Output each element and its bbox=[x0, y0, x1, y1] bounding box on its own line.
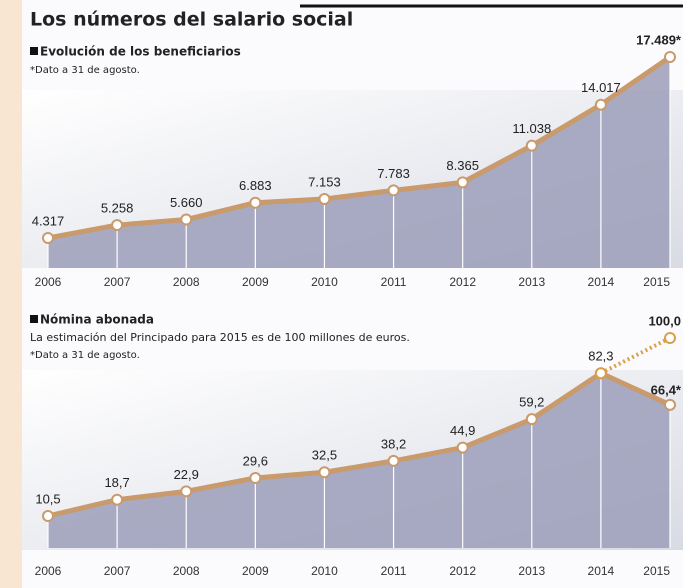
x-tick-label: 2008 bbox=[173, 564, 200, 578]
value-label: 6.883 bbox=[239, 178, 272, 193]
chart-title: Nómina abonada bbox=[40, 313, 154, 327]
value-label: 38,2 bbox=[381, 436, 406, 451]
page-title: Los números del salario social bbox=[30, 9, 353, 31]
point bbox=[111, 219, 124, 232]
point bbox=[594, 98, 607, 111]
point bbox=[525, 139, 538, 152]
note: *Dato a 31 de agosto. bbox=[30, 350, 140, 361]
x-tick-label: 2006 bbox=[35, 275, 62, 289]
value-label: 100,0 bbox=[648, 313, 681, 328]
value-label: 82,3 bbox=[588, 349, 613, 364]
x-tick-label: 2012 bbox=[449, 275, 476, 289]
x-tick-label: 2010 bbox=[311, 275, 338, 289]
value-label: 66,4* bbox=[651, 382, 682, 397]
value-label: 32,5 bbox=[312, 448, 337, 463]
value-label: 8.365 bbox=[446, 158, 479, 173]
value-label: 5.258 bbox=[101, 201, 134, 216]
x-tick-label: 2015 bbox=[643, 564, 670, 578]
point bbox=[180, 213, 193, 226]
margin-strip bbox=[0, 0, 22, 588]
x-tick-label: 2011 bbox=[381, 275, 407, 289]
note: *Dato a 31 de agosto. bbox=[30, 65, 140, 76]
point bbox=[387, 184, 400, 197]
subtitle: La estimación del Principado para 2015 e… bbox=[30, 331, 410, 344]
bullet bbox=[30, 315, 38, 323]
point bbox=[42, 510, 54, 522]
chart-title: Evolución de los beneficiarios bbox=[40, 45, 241, 59]
x-tick-label: 2006 bbox=[35, 564, 62, 578]
x-tick-label: 2011 bbox=[381, 564, 407, 578]
x-tick-label: 2009 bbox=[242, 275, 269, 289]
point bbox=[456, 176, 469, 189]
point bbox=[456, 441, 469, 454]
x-tick-label: 2010 bbox=[311, 564, 338, 578]
x-tick-label: 2009 bbox=[242, 564, 269, 578]
x-tick-label: 2007 bbox=[104, 564, 131, 578]
x-tick-label: 2007 bbox=[104, 275, 131, 289]
point bbox=[111, 493, 124, 506]
value-label: 44,9 bbox=[450, 423, 475, 438]
x-tick-label: 2013 bbox=[518, 275, 545, 289]
line bbox=[47, 54, 672, 241]
point bbox=[318, 193, 331, 206]
line bbox=[47, 370, 672, 519]
x-tick-label: 2012 bbox=[449, 564, 476, 578]
point bbox=[318, 466, 331, 479]
value-label: 11.038 bbox=[512, 121, 551, 136]
point bbox=[664, 398, 676, 411]
value-label: 17.489* bbox=[636, 32, 682, 47]
value-label: 7.153 bbox=[308, 174, 341, 189]
value-label: 5.660 bbox=[170, 195, 203, 210]
x-tick-label: 2008 bbox=[173, 275, 200, 289]
bullet bbox=[30, 47, 38, 55]
value-label: 22,9 bbox=[174, 467, 199, 482]
point bbox=[42, 232, 54, 244]
value-label: 29,6 bbox=[243, 453, 268, 468]
value-label: 14.017 bbox=[581, 80, 621, 95]
value-label: 10,5 bbox=[35, 491, 60, 506]
x-tick-label: 2013 bbox=[518, 564, 545, 578]
value-label: 18,7 bbox=[104, 475, 129, 490]
point bbox=[525, 413, 538, 426]
point bbox=[664, 51, 676, 63]
point bbox=[387, 454, 400, 467]
point bbox=[180, 485, 193, 498]
point bbox=[249, 196, 262, 209]
value-label: 7.783 bbox=[377, 166, 410, 181]
point bbox=[594, 367, 607, 380]
x-tick-label: 2015 bbox=[643, 275, 670, 289]
area bbox=[48, 373, 670, 548]
point bbox=[664, 332, 676, 344]
point bbox=[249, 472, 262, 485]
value-label: 59,2 bbox=[519, 395, 544, 410]
area bbox=[48, 57, 670, 268]
x-tick-label: 2014 bbox=[588, 275, 615, 289]
x-tick-label: 2014 bbox=[588, 564, 615, 578]
value-label: 4.317 bbox=[32, 213, 65, 228]
